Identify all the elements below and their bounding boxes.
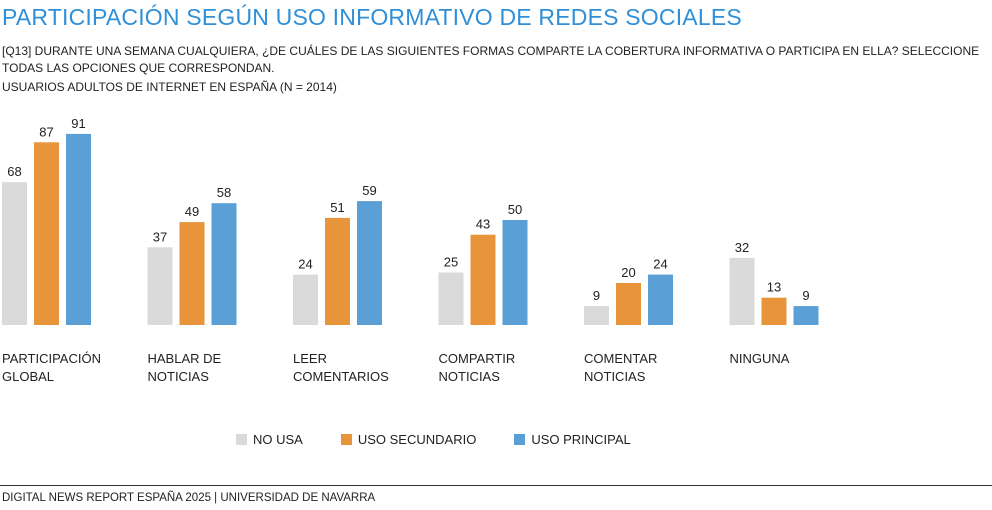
legend-label-uso-principal: USO PRINCIPAL: [531, 432, 631, 447]
legend-swatch-no-usa: [236, 434, 247, 445]
legend-swatch-uso-secundario: [340, 434, 352, 445]
data-label-ninguna-uso-principal: 9: [802, 288, 809, 303]
data-label-comentar-noticias-uso-principal: 24: [653, 257, 667, 272]
data-label-compartir-noticias-uso-principal: 50: [508, 202, 522, 217]
footer-source: DIGITAL NEWS REPORT ESPAÑA 2025 | UNIVER…: [2, 492, 376, 504]
bar-leer-comentarios-uso-principal: [357, 201, 382, 325]
bar-comentar-noticias-no-usa: [584, 306, 609, 325]
bar-compartir-noticias-uso-principal: [502, 220, 528, 325]
data-label-hablar-de-noticias-no-usa: 37: [153, 229, 167, 244]
bar-hablar-de-noticias-uso-principal: [211, 203, 237, 325]
data-label-ninguna-uso-secundario: 13: [767, 280, 781, 295]
bar-participacion-global-no-usa: [2, 182, 27, 325]
population-note: USUARIOS ADULTOS DE INTERNET EN ESPAÑA (…: [2, 80, 337, 94]
footer-divider: [0, 485, 992, 486]
data-label-leer-comentarios-uso-secundario: 51: [330, 200, 344, 215]
data-label-hablar-de-noticias-uso-secundario: 49: [185, 204, 199, 219]
data-label-comentar-noticias-uso-secundario: 20: [621, 265, 635, 280]
category-label-ninguna: NINGUNA: [730, 351, 790, 366]
data-label-participacion-global-no-usa: 68: [7, 164, 21, 179]
legend-label-uso-secundario: USO SECUNDARIO: [357, 432, 477, 447]
bar-ninguna-no-usa: [729, 257, 755, 325]
bar-leer-comentarios-no-usa: [293, 274, 318, 325]
data-label-hablar-de-noticias-uso-principal: 58: [217, 185, 231, 200]
bar-ninguna-uso-principal: [793, 306, 819, 325]
data-label-comentar-noticias-no-usa: 9: [593, 288, 600, 303]
bar-participacion-global-uso-principal: [66, 133, 91, 325]
category-label-comentar-noticias: COMENTAR NOTICIAS: [584, 351, 657, 384]
legend-swatch-uso-principal: [514, 434, 526, 445]
bar-comentar-noticias-uso-secundario: [616, 283, 641, 325]
bar-compartir-noticias-no-usa: [438, 272, 464, 325]
bar-comentar-noticias-uso-principal: [648, 274, 673, 325]
bar-hablar-de-noticias-uso-secundario: [179, 222, 205, 325]
bar-participacion-global-uso-secundario: [34, 142, 59, 325]
data-label-participacion-global-uso-principal: 91: [71, 116, 85, 131]
data-label-compartir-noticias-no-usa: 25: [444, 255, 458, 270]
category-label-participacion-global: PARTICIPACIÓN GLOBAL: [2, 351, 101, 384]
bar-leer-comentarios-uso-secundario: [325, 217, 350, 325]
data-label-ninguna-no-usa: 32: [735, 240, 749, 255]
question-text: [Q13] DURANTE UNA SEMANA CUALQUIERA, ¿DE…: [2, 44, 980, 75]
bar-hablar-de-noticias-no-usa: [147, 247, 173, 325]
chart-legend: NO USA USO SECUNDARIO USO PRINCIPAL: [236, 432, 669, 447]
data-label-leer-comentarios-no-usa: 24: [298, 257, 312, 272]
data-label-compartir-noticias-uso-secundario: 43: [476, 217, 490, 232]
legend-label-no-usa: NO USA: [253, 432, 303, 447]
legend-item-uso-principal: USO PRINCIPAL: [514, 432, 631, 447]
bar-chart: 68 87 91 PARTICIPACIÓN GLOBAL 37 49 58 HABLAR DE…: [2, 116, 819, 384]
page-title: PARTICIPACIÓN SEGÚN USO INFORMATIVO DE R…: [2, 4, 742, 30]
bar-ninguna-uso-secundario: [761, 297, 787, 325]
category-label-compartir-noticias: COMPARTIR NOTICIAS: [439, 351, 516, 384]
data-label-participacion-global-uso-secundario: 87: [39, 124, 53, 139]
legend-item-uso-secundario: USO SECUNDARIO: [340, 432, 477, 447]
legend-item-no-usa: NO USA: [236, 432, 303, 447]
bar-compartir-noticias-uso-secundario: [470, 234, 496, 325]
data-label-leer-comentarios-uso-principal: 59: [362, 183, 376, 198]
category-label-leer-comentarios: LEER COMENTARIOS: [293, 351, 389, 384]
category-label-hablar-de-noticias: HABLAR DE NOTICIAS: [148, 351, 222, 384]
